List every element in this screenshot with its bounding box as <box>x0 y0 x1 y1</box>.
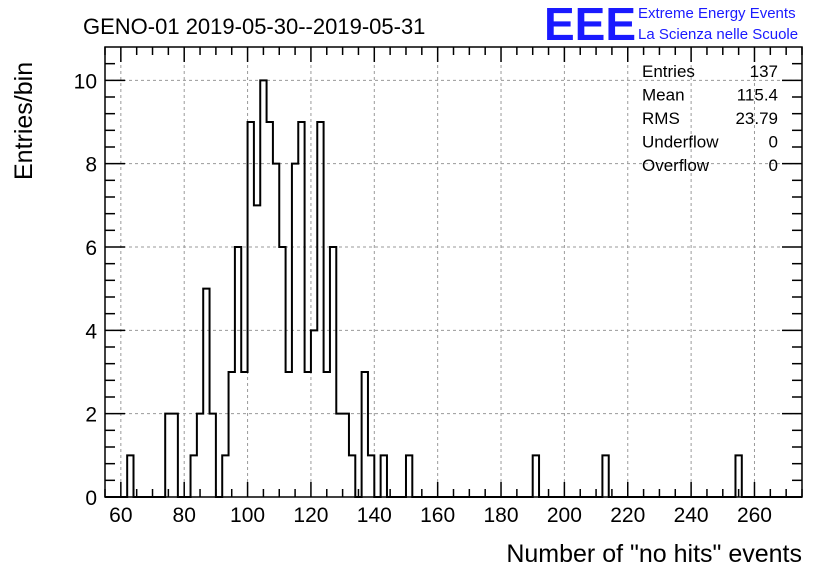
histogram-bin <box>165 414 171 497</box>
x-axis-title: Number of "no hits" events <box>506 540 802 568</box>
histogram-bin <box>381 455 387 497</box>
tick-labels: 60 80 100 120 140 160 180 200 220 240 260 0 2 4 6 8 10 <box>74 70 772 527</box>
chart-title: GENO-01 2019-05-30--2019-05-31 <box>83 14 425 39</box>
eee-logo: EEE Extreme Energy Events La Scienza nel… <box>544 0 798 50</box>
histogram-bin <box>210 414 216 497</box>
histogram-bin <box>406 455 412 497</box>
logo-line2: La Scienza nelle Scuole <box>638 26 798 43</box>
stats-label: RMS <box>642 109 680 128</box>
histogram-bin <box>533 455 539 497</box>
grid-lines <box>105 47 802 497</box>
histogram-bin <box>229 372 235 497</box>
histogram-bin <box>368 455 374 497</box>
plot-frame <box>104 46 803 498</box>
y-axis-title: Entries/bin <box>10 62 38 180</box>
histogram-bin <box>362 372 368 497</box>
histogram-bin <box>248 122 254 497</box>
histogram-bin <box>197 414 203 497</box>
histogram-bin <box>203 289 209 497</box>
y-tick-label: 8 <box>85 154 97 177</box>
stats-label: Mean <box>642 86 685 105</box>
y-tick-label: 4 <box>85 320 97 343</box>
histogram-bin <box>735 455 741 497</box>
histogram-bin <box>349 455 355 497</box>
x-tick-label: 140 <box>357 504 392 527</box>
histogram-bin <box>330 247 336 497</box>
x-tick-label: 60 <box>109 504 132 527</box>
x-tick-label: 120 <box>293 504 328 527</box>
histogram-bin <box>305 372 311 497</box>
stats-value: 137 <box>750 62 778 81</box>
histogram-bin <box>336 414 342 497</box>
x-tick-label: 260 <box>737 504 772 527</box>
y-tick-label: 2 <box>85 404 97 427</box>
histogram-bin <box>298 122 304 497</box>
histogram-bin <box>602 455 608 497</box>
stats-label: Entries <box>642 62 695 81</box>
x-tick-label: 240 <box>674 504 709 527</box>
stats-label: Overflow <box>642 156 710 175</box>
x-tick-label: 220 <box>610 504 645 527</box>
histogram-bin <box>279 247 285 497</box>
stats-value: 0 <box>769 156 778 175</box>
histogram-bin <box>311 330 317 497</box>
histogram-bin <box>273 164 279 497</box>
histogram-bin <box>317 122 323 497</box>
stats-box: Entries 137 Mean 115.4 RMS 23.79 Underflow 0 Ove… <box>642 62 778 175</box>
x-tick-label: 200 <box>547 504 582 527</box>
histogram-bin <box>254 205 260 497</box>
logo-mark: EEE <box>544 0 636 50</box>
histogram-bin <box>260 80 266 497</box>
x-tick-label: 180 <box>483 504 518 527</box>
stats-value: 23.79 <box>735 109 778 128</box>
histogram-bin <box>292 164 298 497</box>
histogram-bin <box>286 372 292 497</box>
histogram-bin <box>191 455 197 497</box>
y-tick-label: 6 <box>85 237 97 260</box>
y-tick-label: 10 <box>74 70 97 93</box>
histogram-bin <box>267 122 273 497</box>
histogram-bin <box>324 372 330 497</box>
x-tick-label: 80 <box>173 504 196 527</box>
histogram-bin <box>127 455 133 497</box>
x-tick-label: 100 <box>230 504 265 527</box>
histogram-bin <box>343 414 349 497</box>
histogram-bin <box>235 247 241 497</box>
histogram-bin <box>172 414 178 497</box>
stats-value: 115.4 <box>737 86 778 105</box>
stats-value: 0 <box>769 133 778 152</box>
stats-label: Underflow <box>642 133 719 152</box>
x-tick-label: 160 <box>420 504 455 527</box>
histogram-bin <box>222 455 228 497</box>
y-tick-label: 0 <box>85 487 97 510</box>
histogram-bin <box>241 372 247 497</box>
logo-line1: Extreme Energy Events <box>638 5 796 22</box>
